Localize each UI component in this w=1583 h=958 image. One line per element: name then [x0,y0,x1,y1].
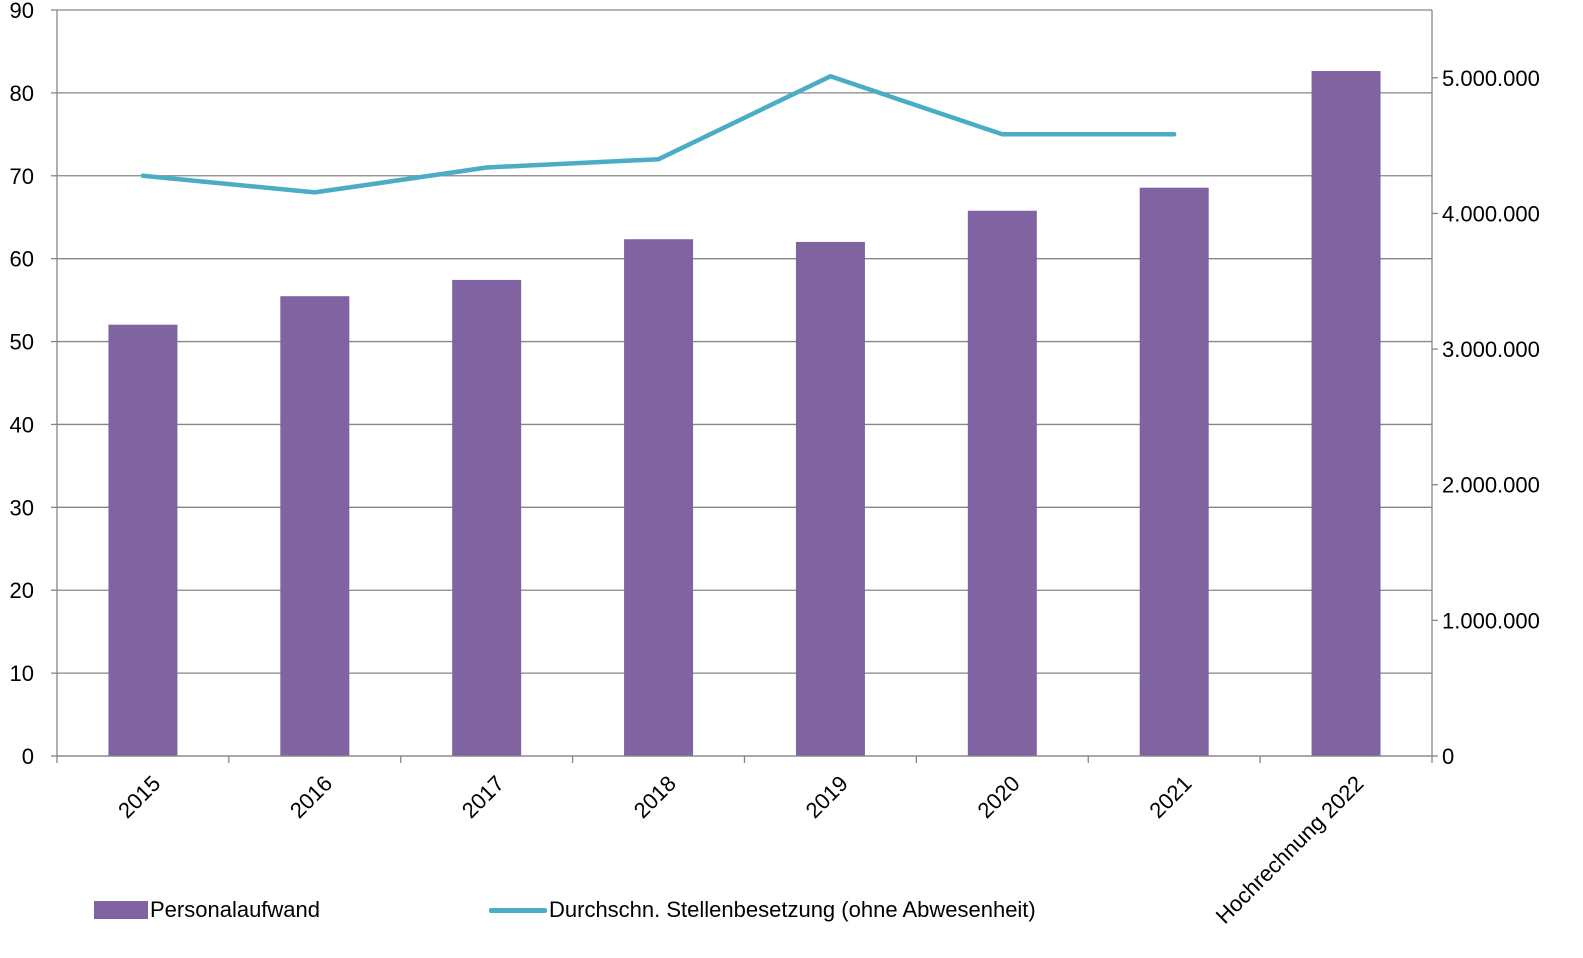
y-left-tick-label: 80 [10,81,34,106]
y-right-tick-label: 1.000.000 [1442,608,1540,633]
tick-labels: 0 10 20 30 40 50 60 70 80 90 0 1.000.000 2.000.000 3.… [10,0,1540,929]
y-left-tick-label: 40 [10,412,34,437]
bar-2020 [967,210,1037,756]
x-tick-label: 2015 [113,771,165,823]
axes [51,9,1438,763]
legend: Personalaufwand Durchschn. Stellenbesetz… [0,897,1583,937]
bar-2018 [624,239,694,756]
y-left-tick-label: 0 [22,744,34,769]
x-tick-label: 2016 [285,771,337,823]
bar-2021 [1139,187,1209,756]
y-left-tick-label: 90 [10,0,34,23]
y-left-tick-label: 50 [10,330,34,355]
y-right-tick-label: 2.000.000 [1442,473,1540,498]
legend-label-stellenbesetzung: Durchschn. Stellenbesetzung (ohne Abwese… [549,897,1036,922]
line-series-stellenbesetzung [140,74,1177,195]
y-left-tick-label: 10 [10,661,34,686]
bar-hochrechnung-2022 [1311,71,1381,756]
x-tick-label: 2018 [629,771,681,823]
x-tick-label: 2020 [972,771,1024,823]
y-left-tick-label: 60 [10,247,34,272]
gridlines [57,9,1432,757]
y-right-tick-label: 4.000.000 [1442,201,1540,226]
legend-label-personalaufwand: Personalaufwand [150,897,321,922]
bar-2016 [280,296,350,756]
bar-2019 [795,241,865,757]
y-left-tick-label: 70 [10,164,34,189]
legend-item-personalaufwand: Personalaufwand [94,897,320,923]
bar-series-personalaufwand [108,71,1381,757]
x-tick-label: 2017 [457,771,509,823]
line-stellenbesetzung [140,74,1177,195]
bar-2015 [108,324,178,756]
y-left-tick-label: 20 [10,578,34,603]
x-tick-label: 2021 [1144,771,1196,823]
legend-item-stellenbesetzung: Durchschn. Stellenbesetzung (ohne Abwese… [489,897,1036,923]
x-tick-label: 2019 [801,771,853,823]
legend-line-swatch [489,907,547,913]
y-right-tick-label: 5.000.000 [1442,66,1540,91]
legend-bar-swatch [94,901,148,919]
bar-2017 [452,279,522,756]
y-left-tick-label: 30 [10,495,34,520]
y-right-tick-label: 0 [1442,744,1454,769]
y-right-tick-label: 3.000.000 [1442,337,1540,362]
